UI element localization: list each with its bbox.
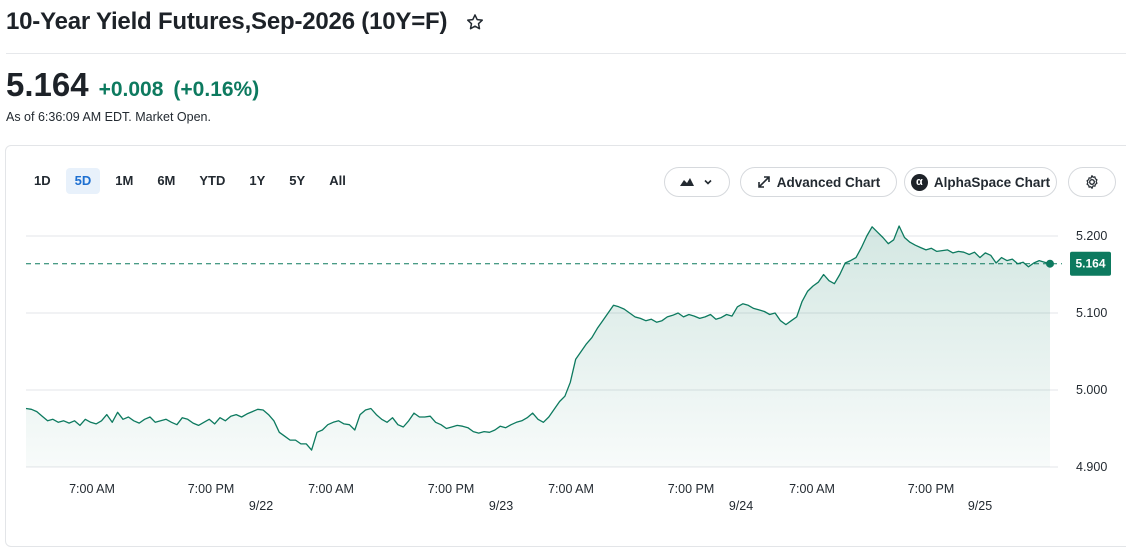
price-row: 5.164 +0.008 (+0.16%) bbox=[6, 66, 259, 104]
price-chart[interactable]: 5.200 5.100 5.000 4.900 5.164 7:00 AM 7:00 PM 7… bbox=[0, 0, 1126, 517]
x-axis-date-label: 9/25 bbox=[968, 499, 992, 513]
alphaspace-chart-button[interactable]: α AlphaSpace Chart bbox=[904, 167, 1057, 197]
x-axis-time-label: 7:00 PM bbox=[188, 482, 235, 496]
price-line bbox=[25, 225, 1051, 451]
market-status: As of 6:36:09 AM EDT. Market Open. bbox=[6, 110, 211, 124]
price-area bbox=[26, 226, 1050, 467]
range-selector: 1D 5D 1M 6M YTD 1Y 5Y All bbox=[25, 168, 355, 194]
range-1d[interactable]: 1D bbox=[34, 173, 51, 188]
x-axis-date-label: 9/22 bbox=[249, 499, 273, 513]
current-price-tag-label: 5.164 bbox=[1075, 257, 1105, 271]
range-5d[interactable]: 5D bbox=[65, 168, 101, 194]
current-price-tag bbox=[1070, 251, 1111, 276]
x-axis-time-label: 7:00 PM bbox=[908, 482, 955, 496]
x-axis-time-label: 7:00 PM bbox=[428, 482, 475, 496]
chart-settings-button[interactable] bbox=[1068, 167, 1116, 197]
y-axis-label: 5.000 bbox=[1076, 383, 1107, 397]
y-axis-label: 5.200 bbox=[1076, 229, 1107, 243]
x-axis-time-label: 7:00 AM bbox=[308, 482, 354, 496]
last-price: 5.164 bbox=[6, 66, 89, 103]
alphaspace-chart-label: AlphaSpace Chart bbox=[933, 174, 1051, 190]
x-axis-time-label: 7:00 AM bbox=[548, 482, 594, 496]
y-axis-label: 4.900 bbox=[1076, 460, 1107, 474]
x-axis-date-label: 9/23 bbox=[489, 499, 513, 513]
gear-icon bbox=[1086, 175, 1098, 189]
range-1m[interactable]: 1M bbox=[115, 173, 134, 188]
x-axis-time-label: 7:00 PM bbox=[668, 482, 715, 496]
chart-type-dropdown[interactable] bbox=[664, 167, 730, 197]
alphaspace-logo-icon: α bbox=[910, 173, 928, 191]
x-axis-time-label: 7:00 AM bbox=[69, 482, 115, 496]
expand-icon bbox=[757, 176, 770, 188]
advanced-chart-button[interactable]: Advanced Chart bbox=[740, 167, 897, 197]
header-divider bbox=[6, 53, 1126, 54]
range-all[interactable]: All bbox=[329, 173, 346, 188]
advanced-chart-label: Advanced Chart bbox=[776, 174, 881, 190]
y-axis-label: 5.100 bbox=[1076, 306, 1107, 320]
range-1y[interactable]: 1Y bbox=[249, 173, 266, 188]
price-change: +0.008 bbox=[98, 78, 164, 101]
range-6m[interactable]: 6M bbox=[157, 173, 176, 188]
current-price-marker bbox=[1046, 259, 1054, 268]
range-ytd[interactable]: YTD bbox=[199, 173, 226, 188]
chevron-down-icon bbox=[704, 179, 712, 185]
page-title: 10-Year Yield Futures,Sep-2026 (10Y=F) bbox=[6, 8, 448, 35]
quote-header: 10-Year Yield Futures,Sep-2026 (10Y=F) bbox=[6, 8, 485, 36]
star-outline-icon[interactable] bbox=[465, 12, 485, 32]
price-change-percent: (+0.16%) bbox=[173, 78, 260, 101]
x-axis-time-label: 7:00 AM bbox=[789, 482, 835, 496]
mountain-chart-icon bbox=[680, 178, 694, 186]
range-5y[interactable]: 5Y bbox=[289, 173, 306, 188]
x-axis-date-label: 9/24 bbox=[729, 499, 753, 513]
